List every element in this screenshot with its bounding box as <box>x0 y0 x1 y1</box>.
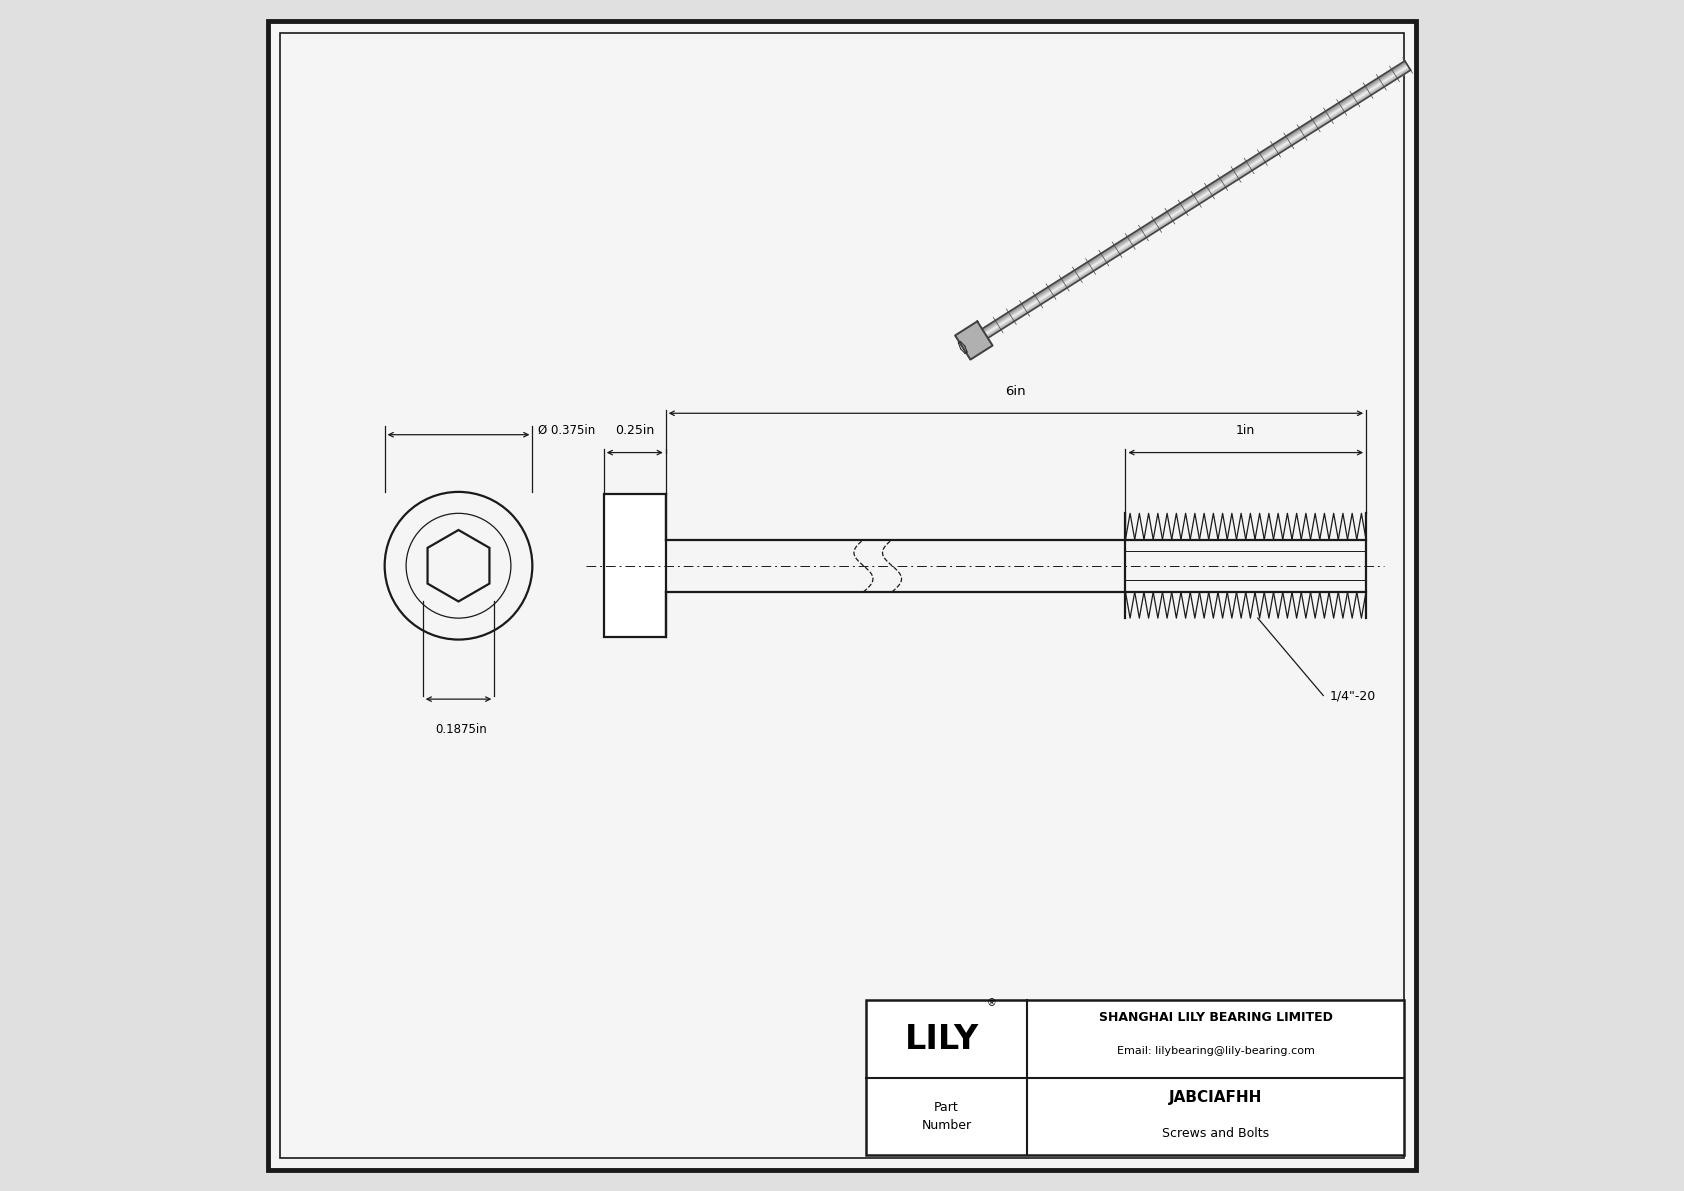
Text: 1in: 1in <box>1236 424 1255 437</box>
Bar <box>866 1000 1404 1155</box>
Text: 1/4"-20: 1/4"-20 <box>1329 690 1376 701</box>
Text: JABCIAFHH: JABCIAFHH <box>1169 1090 1263 1105</box>
Text: Email: lilybearing@lily-bearing.com: Email: lilybearing@lily-bearing.com <box>1116 1046 1315 1056</box>
Text: ®: ® <box>987 998 997 1009</box>
Polygon shape <box>982 61 1411 338</box>
Text: 0.25in: 0.25in <box>615 424 655 437</box>
Text: Screws and Bolts: Screws and Bolts <box>1162 1127 1270 1140</box>
Polygon shape <box>955 336 970 360</box>
Text: Ø 0.375in: Ø 0.375in <box>539 424 596 436</box>
Polygon shape <box>955 322 992 360</box>
Text: 0.1875in: 0.1875in <box>434 723 487 736</box>
Text: SHANGHAI LILY BEARING LIMITED: SHANGHAI LILY BEARING LIMITED <box>1098 1011 1332 1024</box>
Text: Part
Number: Part Number <box>921 1100 972 1133</box>
Bar <box>605 494 665 637</box>
Text: 6in: 6in <box>1005 385 1026 398</box>
Text: LILY: LILY <box>904 1023 978 1055</box>
